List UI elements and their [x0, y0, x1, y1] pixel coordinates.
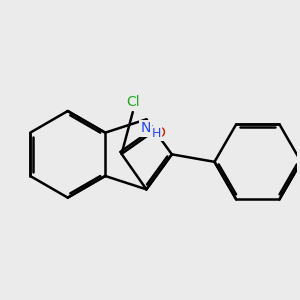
Text: O: O	[154, 126, 165, 140]
Text: Cl: Cl	[126, 95, 140, 110]
Text: N: N	[140, 122, 151, 136]
Text: H: H	[152, 127, 161, 140]
